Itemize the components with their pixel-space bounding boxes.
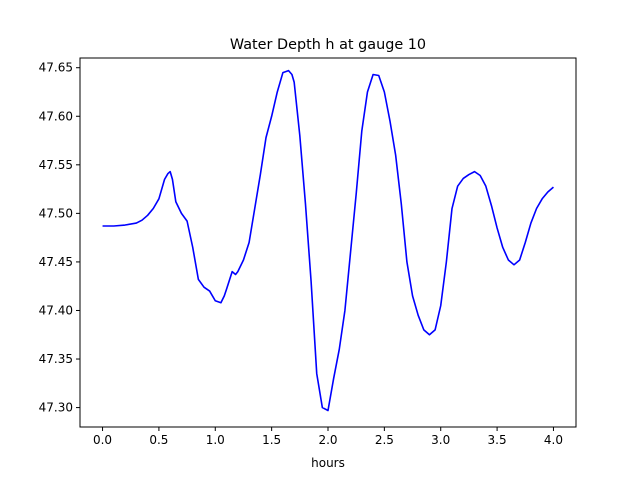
y-tick-label: 47.50 — [39, 206, 73, 220]
chart-title: Water Depth h at gauge 10 — [230, 37, 426, 53]
x-axis-label: hours — [311, 456, 345, 470]
x-tick-label: 2.5 — [375, 433, 394, 447]
x-tick-label: 0.5 — [149, 433, 168, 447]
y-tick-label: 47.60 — [39, 109, 73, 123]
plot-area: 0.0 0.5 1.0 1.5 2.0 2.5 3.0 3.5 4.0 47.30 47.35 47.… — [39, 57, 577, 447]
y-tick-label: 47.45 — [39, 255, 73, 269]
x-tick-label: 4.0 — [544, 433, 563, 447]
series-line-0 — [102, 69, 554, 412]
x-tick-label: 1.5 — [262, 433, 281, 447]
y-tick-label: 47.55 — [39, 158, 73, 172]
x-tick-label: 3.0 — [431, 433, 450, 447]
y-tick-label: 47.40 — [39, 303, 73, 317]
y-tick-label: 47.35 — [39, 352, 73, 366]
x-tick-label: 3.5 — [488, 433, 507, 447]
x-tick-label: 0.0 — [93, 433, 112, 447]
y-tick-label: 47.30 — [39, 401, 73, 415]
y-tick-label: 47.65 — [39, 61, 73, 75]
x-tick-label: 1.0 — [206, 433, 225, 447]
x-tick-label: 2.0 — [318, 433, 337, 447]
